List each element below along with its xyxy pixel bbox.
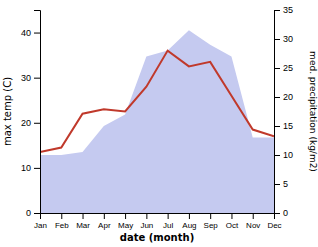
tick-label: Nov <box>246 221 260 230</box>
tick-label: Jan <box>34 221 47 230</box>
tick: 35 <box>274 5 293 15</box>
tick-mark <box>34 213 40 214</box>
tick-mark <box>274 68 280 69</box>
x-axis: Jan Feb Mar Apr May Jun Jul Aug Sep Oct Nov Dec <box>34 213 282 230</box>
tick: Feb <box>55 213 69 230</box>
tick-label: 30 <box>283 34 293 44</box>
tick-label: 20 <box>283 92 293 102</box>
plot-area: JanFebMarAprMayJunJulAugSepOctNovDec0102… <box>21 5 293 229</box>
chart: JanFebMarAprMayJunJulAugSepOctNovDec0102… <box>0 0 318 247</box>
tick-label: Aug <box>182 221 196 230</box>
x-axis-title: date (month) <box>120 232 194 243</box>
tick-mark <box>34 168 40 169</box>
tick-label: May <box>118 221 133 230</box>
tick-mark <box>210 213 211 219</box>
tick: Nov <box>246 213 260 230</box>
y-axis-title: max temp (C) <box>2 77 13 146</box>
tick-label: Sep <box>204 221 219 230</box>
tick: 0 <box>274 208 288 218</box>
tick-label: 5 <box>283 179 288 189</box>
tick-label: 10 <box>21 163 31 173</box>
tick: Mar <box>76 213 90 230</box>
marks <box>40 30 274 213</box>
tick: 25 <box>274 63 293 73</box>
y2-axis: 0 5 10 15 20 25 30 35 <box>274 5 293 218</box>
axis-line <box>275 11 281 214</box>
tick-mark <box>274 213 280 214</box>
tick: May <box>118 213 133 230</box>
tick: 0 <box>26 208 40 218</box>
y-axis: 0 10 20 30 40 <box>21 11 41 219</box>
tick-mark <box>83 213 84 219</box>
tick: Jul <box>163 213 173 230</box>
tick: Oct <box>226 213 239 230</box>
axis-line <box>41 214 275 220</box>
tick-mark <box>146 213 147 219</box>
tick-label: 10 <box>283 150 293 160</box>
tick-mark <box>274 155 280 156</box>
tick: 30 <box>21 73 40 83</box>
tick: Apr <box>98 213 111 230</box>
tick-label: Feb <box>55 221 69 230</box>
tick: Sep <box>204 213 219 230</box>
tick-label: Dec <box>267 221 281 230</box>
tick: Aug <box>182 213 196 230</box>
line <box>40 51 274 153</box>
tick-label: Oct <box>226 221 239 230</box>
tick-mark <box>168 213 169 219</box>
tick-label: 15 <box>283 121 293 131</box>
tick-mark <box>189 213 190 219</box>
tick-label: 20 <box>21 118 31 128</box>
tick: 40 <box>21 28 40 38</box>
tick: 30 <box>274 34 293 44</box>
tick: 10 <box>21 163 40 173</box>
tick: Jan <box>34 213 47 230</box>
tick-mark <box>61 213 62 219</box>
tick-label: 25 <box>283 63 293 73</box>
area <box>40 30 274 213</box>
tick-mark <box>231 213 232 219</box>
tick: Dec <box>267 213 281 230</box>
tick-mark <box>274 97 280 98</box>
tick-label: 35 <box>283 5 293 15</box>
tick-mark <box>34 33 40 34</box>
tick-mark <box>274 184 280 185</box>
tick: Jun <box>140 213 153 230</box>
tick-mark <box>104 213 105 219</box>
tick-label: 0 <box>26 208 31 218</box>
tick-label: 30 <box>21 73 31 83</box>
tick-mark <box>274 10 280 11</box>
tick-mark <box>274 126 280 127</box>
tick-mark <box>274 39 280 40</box>
tick: 20 <box>274 92 293 102</box>
tick-label: 40 <box>21 28 31 38</box>
tick: 5 <box>274 179 288 189</box>
tick-label: 0 <box>283 208 288 218</box>
tick-mark <box>34 78 40 79</box>
axis-line <box>34 11 41 214</box>
tick-label: Mar <box>76 221 90 230</box>
tick-label: Jun <box>140 221 153 230</box>
tick-label: Apr <box>98 221 111 230</box>
tick: 15 <box>274 121 293 131</box>
y2-axis-title: med. precipitation (kg/m2) <box>308 51 318 172</box>
tick-mark <box>125 213 126 219</box>
tick-mark <box>253 213 254 219</box>
tick: 10 <box>274 150 293 160</box>
tick-label: Jul <box>163 221 173 230</box>
tick: 20 <box>21 118 40 128</box>
tick-mark <box>34 123 40 124</box>
